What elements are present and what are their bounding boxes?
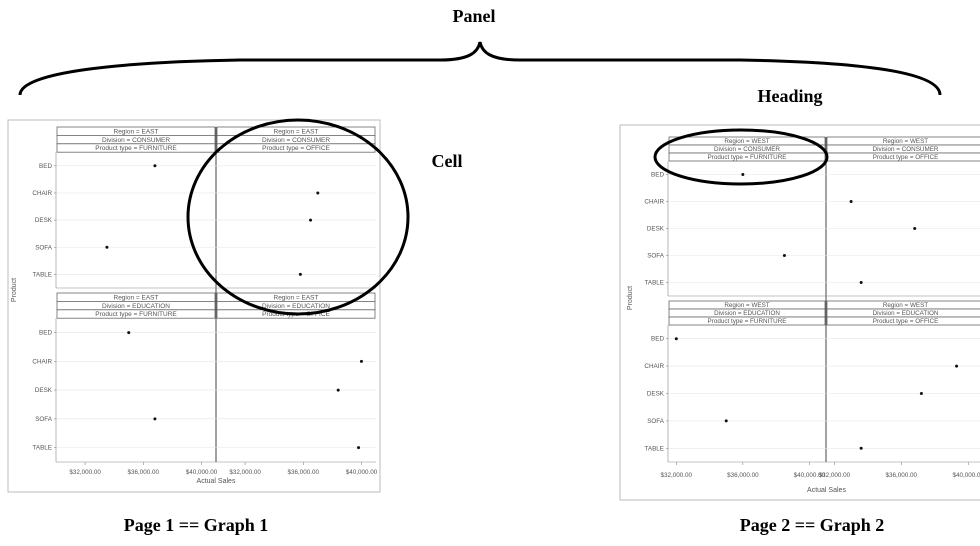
graph-2-product-tick-label: SOFA <box>647 253 665 260</box>
graph-1-x-tick-label: $36,000.00 <box>128 469 160 476</box>
graph-1-point-3-desk <box>336 388 340 392</box>
graph-1-x-tick-label: $32,000.00 <box>69 469 101 476</box>
graph-2-cell-0-header-text: Region = WEST <box>724 138 769 145</box>
graph-1-x-tick-label: $40,000.00 <box>346 469 378 476</box>
graph-2-cell-3-header-text: Region = WEST <box>883 302 928 309</box>
graph-2-point-1-desk <box>913 227 917 230</box>
panel-brace <box>18 41 942 96</box>
graph-1-point-0-bed <box>153 164 157 168</box>
graph-1-cell-1-header-text: Product type = OFFICE <box>262 145 330 152</box>
graph-1-cell-1-header-text: Division = CONSUMER <box>262 137 330 144</box>
graph-2-x-tick-label: $40,000.00 <box>794 472 826 479</box>
graph-1-cell-2-header-box <box>56 309 216 319</box>
graph-1-product-tick-label: CHAIR <box>32 190 52 197</box>
graph-2-cell-1-header-text: Region = WEST <box>883 138 928 145</box>
graph-2-product-tick-label: DESK <box>647 391 665 398</box>
cell-highlight-circle <box>186 118 410 316</box>
graph-1-cell-1-header-text: Region = EAST <box>274 128 319 135</box>
caption-graph-1: Page 1 == Graph 1 <box>124 515 269 535</box>
graph-2-cell-1-header-text: Division = CONSUMER <box>873 146 939 153</box>
graph-1-ylabel: Product <box>11 278 18 302</box>
graph-1-product-tick-label: DESK <box>35 217 53 224</box>
graph-2-point-2-bed <box>674 337 678 341</box>
graph-2-product-tick-label: TABLE <box>645 280 664 287</box>
graph-2-cell-0-header-text: Product type = FURNITURE <box>708 154 787 161</box>
graph-1-product-tick-label: BED <box>39 330 52 337</box>
graph-1: Product Actual Sales Region = EAST Division… <box>7 119 381 493</box>
graph-1-cell-0-header-text: Region = EAST <box>114 128 159 135</box>
graph-1-product-tick-label: DESK <box>35 387 53 394</box>
graph-2-cell-0-header-box <box>668 152 826 162</box>
graph-2-product-tick-label: BED <box>651 172 664 179</box>
graph-1-point-1-chair <box>316 191 320 195</box>
graph-1-point-2-bed <box>127 331 131 335</box>
graph-1-cell-3-header-text: Division = EDUCATION <box>262 303 330 310</box>
graph-1-x-tick-label: $40,000.00 <box>186 469 218 476</box>
graph-2-cell-2-header-text: Division = EDUCATION <box>714 310 780 317</box>
graph-1-point-1-desk <box>309 218 313 222</box>
graph-2-x-tick-label: $40,000.00 <box>953 472 980 479</box>
graph-2-point-3-chair <box>955 364 959 368</box>
graph-1-point-0-sofa <box>105 245 109 249</box>
graph-2-product-tick-label: SOFA <box>647 418 665 425</box>
graph-2-x-tick-label: $36,000.00 <box>727 472 759 479</box>
graph-2-point-1-table <box>859 281 863 284</box>
graph-2-cell-2-header-text: Product type = FURNITURE <box>708 318 787 325</box>
caption-graph-2: Page 2 == Graph 2 <box>740 515 885 535</box>
graph-2-product-tick-label: TABLE <box>645 445 664 452</box>
graph-1-product-tick-label: TABLE <box>33 445 52 452</box>
graph-2-point-1-chair <box>849 200 853 203</box>
graph-1-cell-0-header-text: Product type = FURNITURE <box>95 145 177 152</box>
graph-2-product-tick-label: DESK <box>647 226 665 233</box>
graph-2-xlabel: Actual Sales <box>807 487 846 494</box>
graph-1-x-tick-label: $32,000.00 <box>229 469 261 476</box>
graph-2-product-tick-label: CHAIR <box>644 199 664 206</box>
graph-1-point-3-table <box>357 446 361 450</box>
graph-1-product-tick-label: SOFA <box>35 416 53 423</box>
graph-2-cell-0-header-text: Division = CONSUMER <box>714 146 780 153</box>
graph-2-point-2-sofa <box>724 419 728 423</box>
cell-label: Cell <box>432 151 463 171</box>
graph-1-point-2-sofa <box>153 417 157 421</box>
graph-2-cell-1-header-text: Product type = OFFICE <box>873 154 939 161</box>
heading-label: Heading <box>757 86 822 106</box>
graph-2-product-tick-label: CHAIR <box>644 363 664 370</box>
graph-2-ylabel: Product <box>627 286 634 310</box>
graph-2-point-3-desk <box>919 392 923 395</box>
graph-1-xlabel: Actual Sales <box>197 478 236 485</box>
heading-highlight-circle <box>653 128 829 186</box>
graph-1-cell-2-header-text: Product type = FURNITURE <box>95 311 177 318</box>
graph-1-cell-0-header-text: Division = CONSUMER <box>102 137 170 144</box>
graph-2-cell-2-header-text: Region = WEST <box>724 302 769 309</box>
graph-2-x-tick-label: $32,000.00 <box>661 472 693 479</box>
graph-2-point-0-sofa <box>782 254 786 257</box>
graph-2-cell-3-header-text: Division = EDUCATION <box>873 310 939 317</box>
graph-2-product-tick-label: BED <box>651 336 664 343</box>
graph-1-x-tick-label: $36,000.00 <box>288 469 320 476</box>
graph-1-cell-3-header-text: Region = EAST <box>274 294 319 301</box>
graph-1-cell-2-header-text: Region = EAST <box>114 294 159 301</box>
graph-1-cell-2-header-text: Division = EDUCATION <box>102 303 170 310</box>
graph-2-cell-2-header-box <box>668 316 826 326</box>
graph-2-x-tick-label: $32,000.00 <box>819 472 851 479</box>
graph-2-cell-3-header-box <box>826 316 980 326</box>
panel-label: Panel <box>453 6 496 26</box>
graph-2-cell-3-header-text: Product type = OFFICE <box>873 318 939 325</box>
graph-1-product-tick-label: CHAIR <box>32 358 52 365</box>
graph-1-product-tick-label: SOFA <box>35 244 53 251</box>
graph-2-x-tick-label: $36,000.00 <box>886 472 918 479</box>
graph-1-point-1-table <box>298 272 302 276</box>
graph-2-point-3-table <box>859 446 863 450</box>
graph-1-point-3-chair <box>359 359 363 363</box>
graph-2-point-0-bed <box>741 173 745 176</box>
graph-1-cell-0-header-box <box>56 143 216 153</box>
graph-1-product-tick-label: BED <box>39 163 52 170</box>
graph-1-product-tick-label: TABLE <box>33 271 52 278</box>
